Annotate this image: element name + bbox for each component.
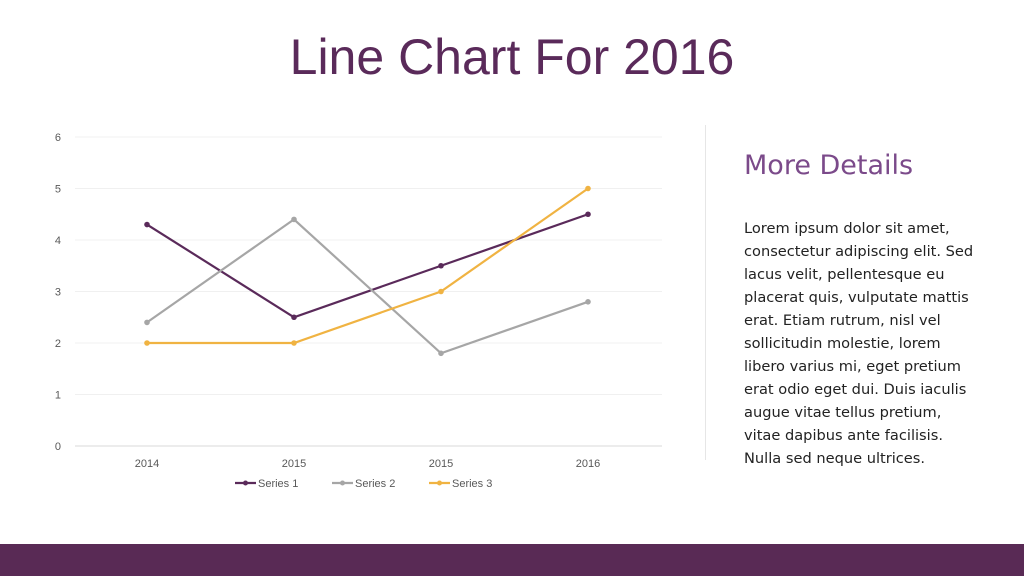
legend-label: Series 2 [355,478,395,490]
series-line [147,187,589,345]
details-line: augue vitae tellus pretium, [744,404,942,421]
y-tick-label: 4 [55,235,61,247]
details-line: erat odio eget dui. Duis iaculis [744,381,967,398]
details-heading: More Details [744,150,914,181]
x-tick-label: 2014 [135,458,159,470]
footer-bar [0,544,1024,576]
y-tick-label: 1 [55,390,61,402]
legend-marker [243,480,248,486]
details-line: libero varius mi, eget pretium [744,358,962,375]
y-tick-label: 6 [55,132,61,144]
data-point [438,288,444,295]
legend-label: Series 1 [258,478,298,490]
series-line [146,213,589,319]
legend-marker [437,480,442,486]
series-line [146,217,589,355]
x-tick-label: 2015 [282,458,306,470]
data-point [144,340,150,346]
details-line: Lorem ipsum dolor sit amet, [744,220,950,237]
details-line: lacus velit, pellentesque eu [744,266,945,283]
details-line: placerat quis, vulputate mattis [744,289,969,306]
data-point [144,221,150,228]
divider [705,125,706,460]
y-tick-label: 0 [55,441,61,453]
data-point [144,319,150,326]
data-point [585,299,591,305]
details-body: Lorem ipsum dolor sit amet, consectetur a… [744,217,973,470]
details-line: erat. Etiam rutrum, nisl vel [744,312,941,329]
x-tick-label: 2015 [429,458,453,470]
data-point [438,262,444,269]
data-point [585,185,591,192]
legend-marker [340,480,345,486]
slide-title: Line Chart For 2016 [289,29,735,85]
data-point [291,216,297,223]
data-point [585,211,591,218]
legend-label: Series 3 [452,478,492,490]
data-point [291,314,297,321]
x-tick-label: 2016 [576,458,600,470]
data-point [438,350,444,357]
y-tick-label: 5 [55,184,61,196]
details-line: consectetur adipiscing elit. Sed [744,243,974,260]
y-tick-label: 2 [55,338,61,350]
details-line: sollicitudin molestie, lorem [744,335,941,352]
details-line: Nulla sed neque ultrices. [744,450,926,467]
y-tick-label: 3 [55,287,61,299]
details-line: vitae dapibus ante facilisis. [744,427,943,444]
data-point [291,340,297,346]
